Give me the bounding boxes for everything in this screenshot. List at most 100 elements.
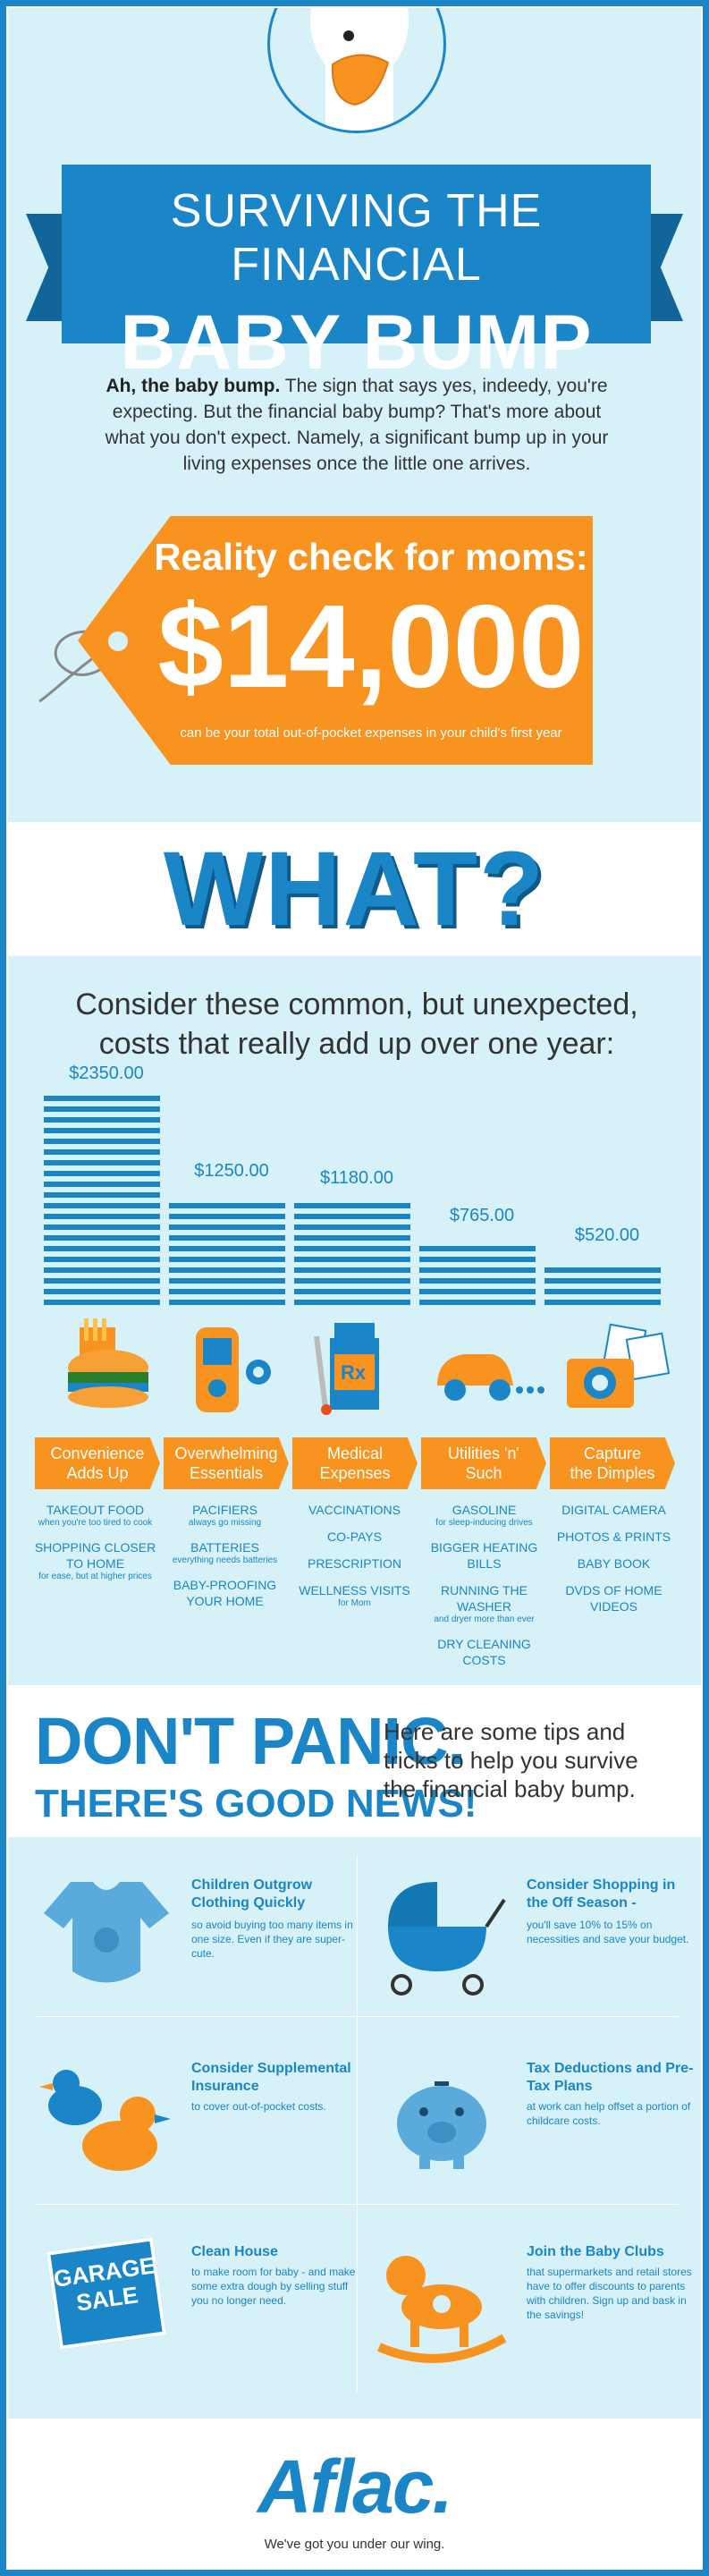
cat-label-2: Such bbox=[465, 1464, 502, 1482]
bar-stripe bbox=[44, 1278, 160, 1284]
bar-stripe bbox=[169, 1257, 285, 1262]
tip-desc: you'll save 10% to 15% on necessities an… bbox=[527, 1919, 689, 1945]
bar-stripe bbox=[44, 1203, 160, 1208]
item-title: TAKEOUT FOOD bbox=[46, 1503, 145, 1517]
bar-essentials bbox=[169, 1203, 285, 1305]
category-dimples: Capture the Dimples bbox=[550, 1437, 675, 1489]
item-title: DRY CLEANING COSTS bbox=[437, 1637, 531, 1667]
bar-stripe bbox=[419, 1278, 536, 1284]
item-note: always go missing bbox=[188, 1518, 262, 1528]
intro-text: Ah, the baby bump. The sign that says ye… bbox=[97, 373, 616, 477]
bar-stripe bbox=[44, 1300, 160, 1305]
cat-label-1: Utilities 'n' bbox=[448, 1445, 519, 1462]
cat-label-1: Capture bbox=[583, 1445, 642, 1462]
bar-stripe bbox=[169, 1214, 285, 1219]
item-title: CO-PAYS bbox=[327, 1530, 382, 1544]
bar-stripe bbox=[419, 1267, 536, 1273]
bar-stripe bbox=[169, 1267, 285, 1273]
bar-stripe bbox=[294, 1214, 410, 1219]
list-item: BABY BOOK bbox=[549, 1555, 679, 1572]
what-heading: WHAT? bbox=[163, 830, 546, 948]
infographic: SURVIVING THE FINANCIAL BABY BUMP Ah, th… bbox=[6, 6, 703, 2570]
tip-desc: so avoid buying too many items in one si… bbox=[191, 1919, 353, 1960]
bar-stripe bbox=[294, 1224, 410, 1230]
divider bbox=[357, 1855, 358, 2392]
bar-medical bbox=[294, 1203, 410, 1305]
cost-chart: $2350.00 $1250.00 $1180.00 $765.00 $520.… bbox=[8, 1063, 701, 1564]
bar-stripe bbox=[44, 1171, 160, 1176]
item-title: BABY-PROOFING YOUR HOME bbox=[173, 1578, 277, 1608]
rubber-ducks-icon bbox=[39, 2070, 171, 2171]
bar-stripe bbox=[44, 1192, 160, 1198]
bar-stripe bbox=[544, 1267, 661, 1273]
list-item: DRY CLEANING COSTS bbox=[419, 1636, 549, 1668]
bar-stripe bbox=[44, 1128, 160, 1133]
category-convenience: Convenience Adds Up bbox=[35, 1437, 160, 1489]
items-essentials: PACIFIERS always go missing BATTERIES ever… bbox=[160, 1502, 290, 1620]
reality-check-tag: Reality check for moms: $14,000 can be y… bbox=[78, 516, 593, 765]
tip-title: Clean House bbox=[191, 2244, 278, 2259]
tip-desc: that supermarkets and retail stores have… bbox=[527, 2266, 692, 2321]
item-title: BIGGER HEATING BILLS bbox=[430, 1540, 538, 1571]
item-note: for sleep-inducing drives bbox=[435, 1518, 533, 1528]
bar-column-essentials: $1250.00 bbox=[169, 1063, 294, 1305]
list-item: CO-PAYS bbox=[290, 1529, 419, 1545]
tip-insurance: Consider Supplemental Insurance to cover… bbox=[35, 2056, 357, 2226]
bar-stripe bbox=[419, 1289, 536, 1294]
bar-stripe bbox=[44, 1160, 160, 1165]
car-icon bbox=[419, 1318, 544, 1426]
tag-heading: Reality check for moms: bbox=[154, 536, 588, 578]
items-utilities: GASOLINE for sleep-inducing drives BIGGER… bbox=[419, 1502, 549, 1679]
bar-stripe bbox=[44, 1267, 160, 1273]
list-item: VACCINATIONS bbox=[290, 1502, 419, 1518]
category-medical: Medical Expenses bbox=[292, 1437, 418, 1489]
tag-hole bbox=[108, 631, 128, 651]
list-item: TAKEOUT FOOD when you're too tired to coo… bbox=[30, 1502, 160, 1529]
consider-text: Consider these common, but unexpected, c… bbox=[75, 987, 638, 1061]
divider bbox=[35, 2204, 679, 2205]
item-title: RUNNING THE WASHER bbox=[441, 1583, 528, 1614]
bar-stripe bbox=[44, 1106, 160, 1112]
bar-value-label: $520.00 bbox=[574, 1225, 640, 1245]
bar-stripe bbox=[44, 1289, 160, 1294]
items-dimples: DIGITAL CAMERA PHOTOS & PRINTS BABY BOOK… bbox=[549, 1502, 679, 1625]
tip-title: Consider Shopping in the Off Season - bbox=[527, 1877, 676, 1911]
bar-stripe bbox=[44, 1182, 160, 1187]
tip-title: Children Outgrow Clothing Quickly bbox=[191, 1877, 313, 1911]
bar-value-label: $2350.00 bbox=[69, 1063, 144, 1083]
tip-desc: to make room for baby - and make some ex… bbox=[191, 2266, 356, 2307]
bar-stripe bbox=[544, 1289, 661, 1294]
dont-panic-section: DON'T PANIC. THERE'S GOOD NEWS! Here are… bbox=[8, 1685, 701, 1837]
list-item: SHOPPING CLOSER TO HOME for ease, but at … bbox=[30, 1539, 160, 1582]
intro-body: The sign that says yes, indeedy, you're … bbox=[105, 376, 609, 474]
bar-convenience bbox=[44, 1096, 160, 1305]
list-item: DIGITAL CAMERA bbox=[549, 1502, 679, 1518]
item-title: WELLNESS VISITS bbox=[299, 1583, 410, 1597]
bar-stripe bbox=[44, 1117, 160, 1123]
item-title: PRESCRIPTION bbox=[307, 1556, 401, 1571]
cat-label-2: Adds Up bbox=[66, 1464, 129, 1482]
tag-amount: $14,000 bbox=[157, 580, 585, 712]
item-title: GASOLINE bbox=[452, 1503, 517, 1517]
title-banner: SURVIVING THE FINANCIAL BABY BUMP bbox=[62, 165, 651, 386]
rocking-horse-icon bbox=[377, 2256, 507, 2363]
list-item: DVDS OF HOME VIDEOS bbox=[549, 1582, 679, 1614]
rx-bottle-thermometer-icon: Rx bbox=[294, 1318, 419, 1426]
garage-sale-sign-icon: GARAGE SALE bbox=[46, 2237, 167, 2350]
panic-subheading: THERE'S GOOD NEWS! bbox=[35, 1782, 477, 1826]
slogan: We've got you under our wing. bbox=[264, 2537, 445, 2552]
tip-baby-clubs: Join the Baby Clubs that supermarkets an… bbox=[370, 2240, 692, 2410]
list-item: PHOTOS & PRINTS bbox=[549, 1529, 679, 1545]
tip-title: Consider Supplemental Insurance bbox=[191, 2061, 351, 2094]
bar-stripe bbox=[44, 1224, 160, 1230]
list-item: PACIFIERS always go missing bbox=[160, 1502, 290, 1529]
item-title: DIGITAL CAMERA bbox=[561, 1503, 666, 1517]
item-title: VACCINATIONS bbox=[308, 1503, 401, 1517]
tip-title: Tax Deductions and Pre-Tax Plans bbox=[527, 2061, 694, 2094]
items-convenience: TAKEOUT FOOD when you're too tired to coo… bbox=[30, 1502, 160, 1593]
bar-column-dimples: $520.00 bbox=[544, 1063, 670, 1305]
bar-stripe bbox=[169, 1300, 285, 1305]
bar-stripe bbox=[419, 1246, 536, 1251]
list-item: BABY-PROOFING YOUR HOME bbox=[160, 1577, 290, 1609]
cat-label-1: Convenience bbox=[50, 1445, 145, 1462]
